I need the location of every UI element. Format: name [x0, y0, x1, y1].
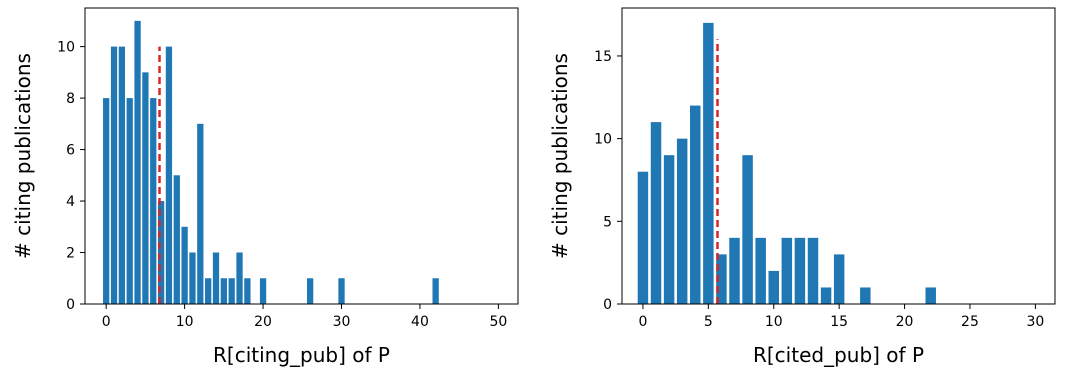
bar — [236, 252, 243, 304]
x-tick-label: 50 — [489, 314, 507, 330]
bars — [637, 22, 936, 304]
bar — [925, 287, 936, 304]
bar — [794, 237, 806, 304]
bar — [244, 278, 251, 304]
x-tick-label: 20 — [896, 314, 914, 330]
y-tick-label: 15 — [594, 49, 612, 65]
bar — [220, 278, 227, 304]
bar — [118, 46, 126, 305]
bar — [703, 22, 714, 304]
y-tick-label: 5 — [603, 214, 612, 230]
bar — [189, 252, 196, 304]
bar — [742, 155, 753, 304]
bar — [134, 20, 141, 305]
x-tick-label: 5 — [704, 314, 713, 330]
bar — [338, 278, 345, 304]
y-axis-label: # citing publications — [548, 53, 572, 259]
y-tick-label: 0 — [603, 297, 612, 313]
chart-1: 0 10 20 30 40 50 0 2 4 6 8 10 R[citing_pub] of P # ci… — [11, 7, 519, 367]
x-tick-label: 20 — [254, 314, 272, 330]
chart-2: 0 5 10 15 20 25 30 0 5 10 15 R[cited_pub] of P # cit… — [548, 7, 1056, 367]
bar — [781, 237, 793, 304]
bar — [637, 171, 649, 304]
x-tick-label: 10 — [765, 314, 783, 330]
bar — [306, 278, 314, 304]
y-axis-label: # citing publications — [11, 53, 35, 259]
bar — [650, 122, 662, 304]
bar — [755, 237, 766, 304]
bar — [142, 72, 149, 304]
bar — [690, 105, 701, 304]
bar — [205, 278, 212, 304]
bar — [212, 252, 220, 304]
x-axis: 0 10 20 30 40 50 — [102, 304, 507, 330]
bar — [259, 278, 267, 304]
x-axis-label: R[citing_pub] of P — [213, 343, 390, 367]
x-tick-label: 30 — [1026, 314, 1044, 330]
axes-frame — [621, 7, 1056, 305]
y-tick-label: 10 — [57, 40, 75, 56]
y-tick-label: 6 — [66, 143, 75, 159]
bar — [103, 98, 110, 304]
y-tick-label: 10 — [594, 132, 612, 148]
bar — [663, 155, 675, 304]
x-tick-label: 10 — [176, 314, 194, 330]
bar — [110, 46, 118, 305]
bar — [126, 98, 133, 304]
x-tick-label: 0 — [102, 314, 111, 330]
bar — [768, 270, 779, 304]
bar — [173, 175, 180, 304]
bar — [676, 138, 688, 304]
bar — [820, 287, 832, 304]
bar — [165, 46, 173, 305]
bar — [181, 226, 188, 304]
y-tick-label: 0 — [66, 297, 75, 313]
bar — [833, 254, 845, 304]
bars — [103, 20, 439, 305]
bar — [150, 98, 157, 304]
bar — [228, 278, 235, 304]
x-tick-label: 30 — [333, 314, 351, 330]
bar — [807, 237, 819, 304]
bar — [729, 237, 740, 304]
bar — [432, 278, 439, 304]
y-axis: 0 2 4 6 8 10 — [57, 40, 85, 313]
bar — [860, 287, 871, 304]
x-tick-label: 40 — [411, 314, 429, 330]
x-tick-label: 15 — [830, 314, 848, 330]
bar — [197, 123, 204, 304]
x-axis-label: R[cited_pub] of P — [753, 343, 924, 367]
y-axis: 0 5 10 15 — [594, 49, 622, 313]
bar — [716, 254, 727, 304]
x-tick-label: 0 — [638, 314, 647, 330]
bar — [157, 201, 165, 304]
x-tick-label: 25 — [961, 314, 979, 330]
y-tick-label: 8 — [66, 91, 75, 107]
x-axis: 0 5 10 15 20 25 30 — [638, 304, 1044, 330]
y-tick-label: 4 — [66, 194, 75, 210]
y-tick-label: 2 — [66, 246, 75, 262]
axes-frame — [84, 7, 519, 305]
